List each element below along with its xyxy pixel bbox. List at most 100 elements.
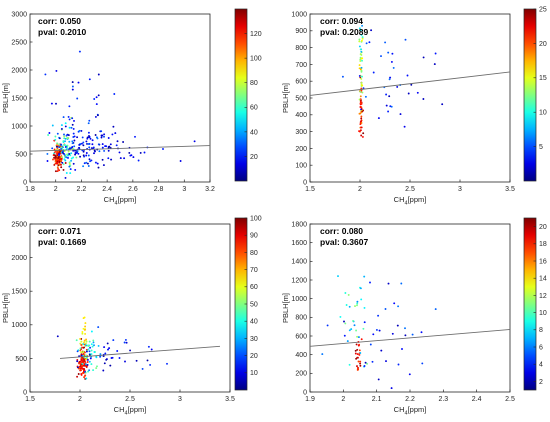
y-tick-label: 600 — [295, 79, 307, 86]
data-point — [94, 150, 96, 153]
colorbar-tick-label: 70 — [250, 267, 258, 274]
y-axis-label: PBLH[m] — [281, 293, 290, 323]
data-point — [84, 374, 87, 377]
data-point — [358, 40, 361, 43]
data-point — [87, 345, 90, 348]
data-point — [372, 333, 375, 336]
y-tick-label: 2000 — [11, 67, 27, 74]
data-point — [397, 363, 400, 366]
data-point — [66, 153, 69, 156]
data-point — [147, 345, 150, 348]
data-point — [357, 344, 360, 347]
data-point — [372, 71, 375, 74]
data-point — [88, 78, 91, 81]
data-point — [146, 359, 149, 362]
data-point — [73, 119, 75, 122]
data-point — [82, 346, 85, 349]
y-tick-label: 800 — [295, 315, 307, 322]
data-point — [103, 362, 106, 365]
trend-line — [309, 329, 511, 347]
data-point — [81, 332, 84, 335]
data-point — [358, 98, 361, 101]
data-point — [46, 160, 49, 162]
data-point — [83, 376, 86, 379]
data-point — [53, 163, 56, 166]
data-point — [67, 156, 69, 159]
data-point — [64, 122, 67, 125]
y-tick-label: 600 — [295, 333, 307, 340]
x-axis-label: CH4[ppm] — [394, 405, 427, 417]
panel-bottom-left: 1.5 2 2.5 3 3.5 0 500 1000 1500 2000 2500 CH4[ppm] P… — [1, 215, 262, 416]
data-point — [109, 143, 112, 146]
colorbar-tick-label: 10 — [539, 110, 547, 117]
data-point — [348, 329, 351, 332]
data-point — [109, 364, 112, 367]
data-point — [358, 64, 361, 67]
data-point — [407, 92, 410, 95]
data-point — [57, 150, 60, 153]
y-tick-label: 700 — [295, 62, 307, 69]
data-point — [80, 351, 83, 354]
y-tick-label: 3000 — [11, 11, 27, 18]
data-point — [84, 322, 87, 325]
y-tick-label: 1000 — [11, 322, 27, 329]
data-point — [118, 151, 121, 154]
data-point — [107, 157, 110, 160]
data-point — [359, 28, 362, 31]
data-point — [359, 103, 362, 106]
x-axis-label: CH4[ppm] — [114, 405, 147, 417]
data-point — [56, 162, 59, 164]
data-point — [123, 157, 126, 160]
x-tick-label: 2.4 — [102, 186, 112, 193]
data-point — [83, 369, 85, 372]
data-point — [404, 334, 407, 337]
data-point — [72, 132, 75, 135]
x-axis-label-unit: [ppm] — [408, 405, 427, 414]
data-point — [411, 333, 414, 336]
data-point — [113, 93, 116, 95]
data-point — [344, 322, 347, 325]
data-point — [103, 346, 106, 349]
data-point — [71, 117, 74, 120]
data-point — [410, 83, 413, 86]
data-point — [99, 355, 102, 358]
data-point — [362, 109, 365, 112]
data-point — [385, 93, 388, 96]
data-point — [68, 105, 71, 108]
data-point — [66, 133, 69, 136]
data-point — [85, 377, 88, 380]
data-point — [93, 351, 96, 353]
data-point — [95, 356, 98, 359]
data-point — [355, 343, 358, 346]
data-point — [60, 127, 63, 130]
data-point — [116, 140, 119, 143]
data-point — [86, 358, 89, 361]
data-point — [359, 99, 362, 102]
y-tick-label: 1000 — [291, 296, 307, 303]
data-point — [98, 150, 101, 153]
data-point — [422, 56, 425, 59]
data-point — [143, 151, 146, 154]
data-point — [361, 75, 363, 78]
data-point — [64, 140, 66, 143]
colorbar-tick-label: 10 — [539, 310, 547, 317]
data-point — [359, 360, 362, 363]
data-point — [106, 342, 109, 345]
data-point — [134, 135, 136, 138]
data-point — [48, 132, 51, 134]
data-point — [78, 143, 81, 146]
y-tick-label: 100 — [295, 163, 307, 170]
data-point — [68, 165, 71, 168]
data-point — [403, 125, 406, 128]
colorbar-tick-label: 100 — [250, 56, 262, 63]
data-point — [69, 168, 72, 171]
data-point — [87, 122, 90, 125]
data-point — [73, 135, 76, 138]
data-point — [358, 67, 361, 70]
data-point — [110, 357, 113, 359]
data-point — [65, 156, 68, 159]
data-point — [363, 365, 366, 367]
data-point — [354, 352, 357, 355]
data-point — [57, 156, 60, 158]
